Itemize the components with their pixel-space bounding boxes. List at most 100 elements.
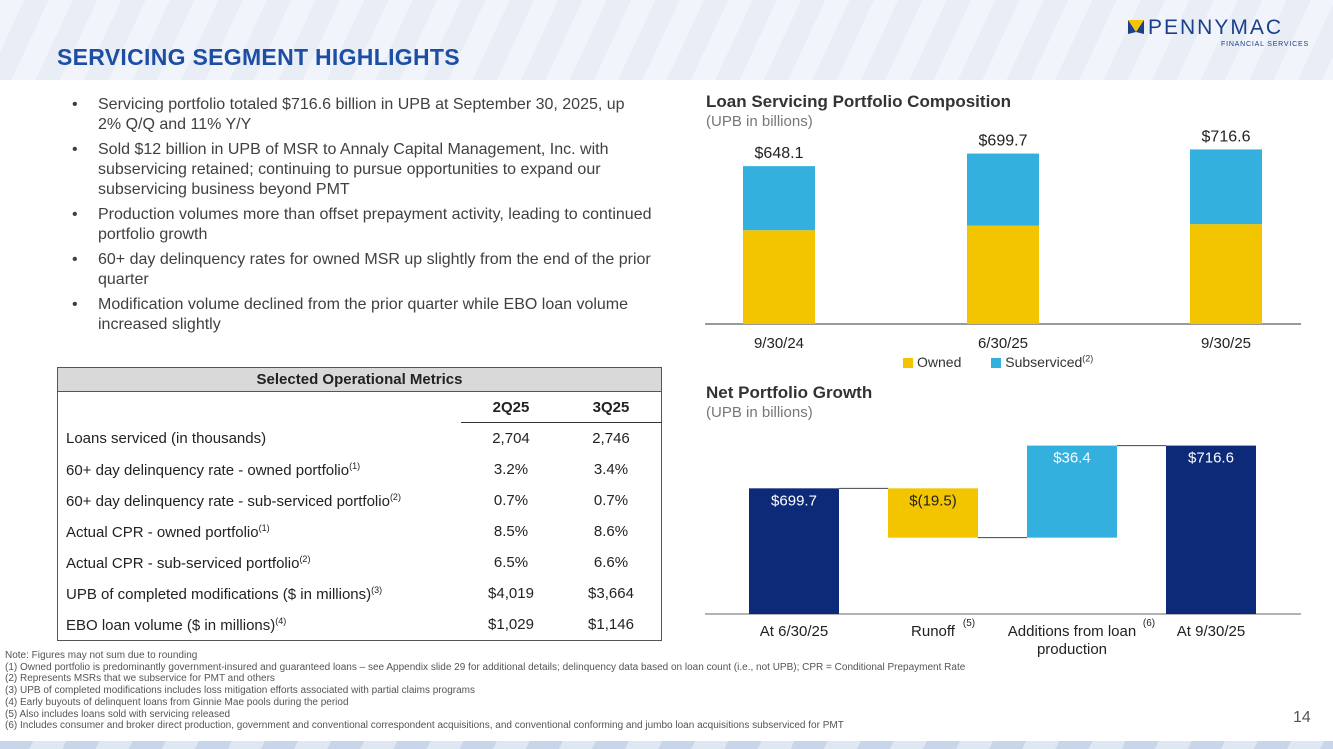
cell-value: 0.7% (493, 492, 529, 509)
bullet-item: • Servicing portfolio totaled $716.6 bill… (72, 96, 625, 133)
footnote: Note: Figures may not sum due to roundin… (5, 650, 198, 661)
col-header-3q25: 3Q25 (561, 391, 662, 423)
legend-swatch-owned (903, 357, 913, 368)
row-footnote: (1) (349, 460, 361, 471)
row-label: 60+ day delinquency rate - owned portfol… (66, 461, 350, 479)
highlights-list: • Servicing portfolio totaled $716.6 bill… (72, 95, 652, 340)
bar-subserviced-2 (967, 153, 1039, 226)
category-label: Additions from loan production (1008, 623, 1136, 658)
page-number: 14 (1293, 709, 1311, 726)
metrics-table: Selected Operational Metrics 2Q25 3Q25 L… (57, 367, 662, 641)
waterfall-bar-4 (1166, 445, 1256, 614)
total-label: $716.6 (1202, 128, 1251, 145)
category-label: Runoff (911, 623, 956, 640)
total-label: $699.7 (979, 133, 1028, 150)
row-label: Loans serviced (in thousands) (66, 430, 267, 448)
legend-item-subserviced: Subserviced(2) (991, 353, 1094, 370)
bar-owned-1 (743, 230, 815, 324)
cell-value: 8.6% (593, 523, 629, 540)
value-label: $716.6 (1188, 450, 1234, 467)
row-footnote: (1) (258, 522, 270, 533)
logo-mark-icon (1128, 20, 1144, 34)
header-background (0, 0, 1333, 80)
composition-chart: $648.1 9/30/24 $699.7 6/30/25 $716.6 9/30/25 (705, 128, 1301, 352)
waterfall-bar-1 (749, 488, 839, 614)
cell-value: 3.2% (493, 461, 529, 478)
bullet-text: Sold $12 billion in UPB of MSR to Annaly… (98, 141, 609, 198)
footnote: (1) Owned portfolio is predominantly gov… (5, 661, 966, 673)
cell-value: 2,704 (492, 430, 530, 447)
row-footnote: (4) (275, 615, 287, 626)
metrics-table-title: Selected Operational Metrics (57, 367, 662, 392)
legend-footnote: (2) (1082, 353, 1094, 363)
table-row: EBO loan volume ($ in millions)(4) $1,02… (58, 609, 662, 641)
table-row: 60+ day delinquency rate - owned portfol… (58, 454, 662, 485)
footnotes: Note: Figures may not sum due to roundin… (5, 650, 965, 732)
table-row: 60+ day delinquency rate - sub-serviced … (58, 485, 662, 516)
composition-chart-subtitle: (UPB in billions) (706, 113, 813, 130)
table-row: Loans serviced (in thousands) 2,704 2,74… (58, 423, 662, 455)
row-footnote: (3) (371, 584, 383, 595)
growth-chart-subtitle: (UPB in billions) (706, 404, 813, 421)
row-footnote: (2) (299, 553, 311, 564)
page-title: SERVICING SEGMENT HIGHLIGHTS (57, 44, 460, 70)
cell-value: $4,019 (488, 585, 534, 602)
composition-legend: Owned Subserviced(2) (903, 353, 1119, 370)
legend-label-subserviced: Subserviced (1005, 353, 1083, 370)
category-label: At 6/30/25 (760, 623, 828, 640)
growth-chart: $699.7 $(19.5) $36.4 $716.6 At 6/30/25 Runoff… (705, 445, 1301, 658)
footnote: (5) Also includes loans sold with servic… (5, 708, 231, 720)
bullet-item: • Sold $12 billion in UPB of MSR to Annal… (72, 141, 609, 198)
cell-value: $1,029 (488, 616, 534, 633)
value-label: $699.7 (771, 492, 817, 509)
table-row: Actual CPR - sub-serviced portfolio(2) 6… (58, 547, 662, 578)
category-label: 9/30/24 (754, 335, 804, 352)
bullet-text: Modification volume declined from the pr… (98, 296, 629, 333)
table-row: UPB of completed modifications ($ in mil… (58, 578, 662, 609)
cell-value: $3,664 (588, 585, 634, 602)
footnote: (3) UPB of completed modifications inclu… (5, 685, 476, 697)
metrics-header-blank (58, 392, 462, 423)
bar-subserviced-3 (1190, 149, 1262, 225)
category-footnote: (5) (963, 618, 975, 629)
col-header-2q25: 2Q25 (461, 391, 561, 423)
row-label: 60+ day delinquency rate - sub-serviced … (66, 492, 390, 510)
logo-name: PENNYMAC (1148, 16, 1284, 39)
category-label: 9/30/25 (1201, 335, 1251, 352)
footer-band (0, 741, 1333, 749)
bullet-item: • 60+ day delinquency rates for owned MSR… (72, 251, 651, 288)
waterfall-bar-3 (1027, 445, 1117, 538)
row-label: Actual CPR - owned portfolio (66, 523, 259, 541)
footnote: (2) Represents MSRs that we subservice f… (5, 673, 275, 685)
row-footnote: (2) (389, 491, 401, 502)
bullet-text: 60+ day delinquency rates for owned MSR … (98, 251, 651, 288)
cell-value: 3.4% (593, 461, 629, 478)
cell-value: 2,746 (592, 430, 630, 447)
row-label: EBO loan volume ($ in millions) (66, 616, 276, 634)
value-label: $(19.5) (909, 492, 957, 509)
category-label: At 9/30/25 (1177, 623, 1245, 640)
cell-value: 6.5% (493, 554, 529, 571)
bullet-item: • Modification volume declined from the p… (72, 296, 629, 333)
footnote: (4) Early buyouts of delinquent loans fr… (5, 696, 349, 708)
footnote: (6) Includes consumer and broker direct … (5, 720, 844, 732)
bar-owned-2 (967, 225, 1039, 324)
bullet-text: Servicing portfolio totaled $716.6 billi… (98, 96, 625, 133)
value-label: $36.4 (1053, 450, 1091, 467)
bullet-item: • Production volumes more than offset pre… (72, 206, 652, 243)
legend-item-owned: Owned (903, 354, 961, 370)
row-label: UPB of completed modifications ($ in mil… (66, 585, 372, 603)
cell-value: 8.5% (493, 523, 529, 540)
growth-chart-title: Net Portfolio Growth (706, 383, 873, 402)
logo-tagline: FINANCIAL SERVICES (1221, 41, 1309, 48)
waterfall-bar-2 (888, 488, 978, 538)
category-label: 6/30/25 (978, 335, 1028, 352)
composition-chart-title: Loan Servicing Portfolio Composition (706, 92, 1012, 111)
bar-subserviced-1 (743, 166, 815, 231)
bar-owned-3 (1190, 224, 1262, 324)
cell-value: 0.7% (593, 492, 629, 509)
category-footnote: (6) (1143, 618, 1155, 629)
bullet-text: Production volumes more than offset prep… (98, 206, 652, 243)
row-label: Actual CPR - sub-serviced portfolio (66, 554, 300, 572)
cell-value: $1,146 (588, 616, 634, 633)
